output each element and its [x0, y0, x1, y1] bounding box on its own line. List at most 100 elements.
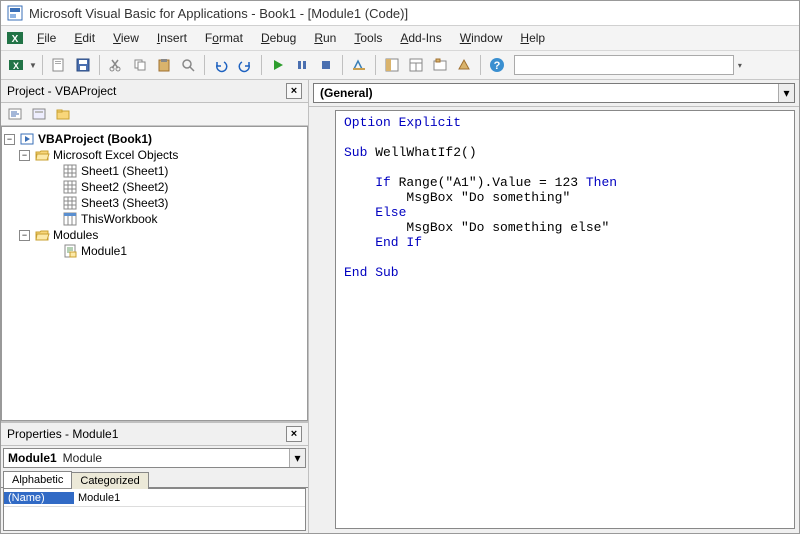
expand-toggle-icon[interactable]: −: [19, 150, 30, 161]
find-button[interactable]: [177, 54, 199, 76]
module-icon: [63, 244, 78, 258]
menu-bar: X File Edit View Insert Format Debug Run…: [1, 26, 799, 51]
properties-object-selector[interactable]: Module1 Module ▾: [3, 448, 306, 468]
properties-object-type: Module: [61, 451, 102, 465]
workbook-icon: [63, 212, 78, 226]
properties-object-name: Module1: [4, 451, 61, 465]
paste-button[interactable]: [153, 54, 175, 76]
project-tree[interactable]: − VBAProject (Book1) − Microsoft Excel O…: [1, 126, 308, 421]
break-button[interactable]: [291, 54, 313, 76]
menu-window[interactable]: Window: [452, 28, 511, 48]
properties-tabs: Alphabetic Categorized: [1, 470, 308, 488]
menu-help[interactable]: Help: [512, 28, 553, 48]
insert-module-button[interactable]: [48, 54, 70, 76]
window-titlebar: Microsoft Visual Basic for Applications …: [1, 1, 799, 26]
toolbar-separator: [204, 55, 205, 75]
standard-toolbar: X ▼ ? ▾: [1, 51, 799, 80]
toolbar-separator: [99, 55, 100, 75]
project-icon: [20, 132, 35, 146]
worksheet-icon: [63, 180, 78, 194]
menu-run[interactable]: Run: [306, 28, 344, 48]
menu-tools[interactable]: Tools: [346, 28, 390, 48]
toolbar-separator: [480, 55, 481, 75]
redo-button[interactable]: [234, 54, 256, 76]
project-pane-toolbar: [1, 103, 308, 126]
property-row-name[interactable]: (Name) Module1: [4, 489, 305, 507]
menu-addins[interactable]: Add-Ins: [392, 28, 449, 48]
vba-app-icon: [7, 5, 23, 21]
code-combo-row: (General) ▾: [309, 80, 799, 107]
help-search-input[interactable]: [514, 55, 734, 75]
toolbar-separator: [375, 55, 376, 75]
properties-pane: Properties - Module1 × Module1 Module ▾ …: [1, 421, 308, 533]
copy-button[interactable]: [129, 54, 151, 76]
code-text[interactable]: Option Explicit Sub WellWhatIf2() If Ran…: [336, 111, 794, 284]
code-editor[interactable]: Option Explicit Sub WellWhatIf2() If Ran…: [335, 110, 795, 529]
tree-sheet3[interactable]: Sheet3 (Sheet3): [4, 195, 305, 211]
window-title: Microsoft Visual Basic for Applications …: [29, 6, 408, 21]
tab-alphabetic[interactable]: Alphabetic: [3, 471, 72, 488]
expand-toggle-icon[interactable]: −: [19, 230, 30, 241]
design-mode-button[interactable]: [348, 54, 370, 76]
expand-toggle-icon[interactable]: −: [4, 134, 15, 145]
properties-pane-title: Properties - Module1: [7, 427, 118, 441]
tree-thisworkbook-label: ThisWorkbook: [81, 212, 157, 226]
view-object-button[interactable]: [29, 105, 49, 123]
tree-sheet2-label: Sheet2 (Sheet2): [81, 180, 168, 194]
dropdown-icon[interactable]: ▾: [289, 449, 305, 467]
toggle-folders-button[interactable]: [53, 105, 73, 123]
save-button[interactable]: [72, 54, 94, 76]
help-button[interactable]: ?: [486, 54, 508, 76]
reset-button[interactable]: [315, 54, 337, 76]
properties-pane-header: Properties - Module1 ×: [1, 423, 308, 446]
folder-open-icon: [35, 148, 50, 162]
project-pane-close-button[interactable]: ×: [286, 83, 302, 99]
properties-pane-close-button[interactable]: ×: [286, 426, 302, 442]
tab-categorized[interactable]: Categorized: [71, 472, 148, 489]
menu-edit[interactable]: Edit: [66, 28, 103, 48]
tree-modules[interactable]: − Modules: [4, 227, 305, 243]
toolbox-button[interactable]: [453, 54, 475, 76]
menu-view[interactable]: View: [105, 28, 147, 48]
worksheet-icon: [63, 196, 78, 210]
help-dropdown-icon[interactable]: ▾: [738, 61, 742, 70]
main-area: Project - VBAProject × − VBAProject (Boo…: [1, 80, 799, 533]
svg-text:?: ?: [494, 60, 501, 72]
undo-button[interactable]: [210, 54, 232, 76]
menu-format[interactable]: Format: [197, 28, 251, 48]
folder-open-icon: [35, 228, 50, 242]
toolbar-separator: [342, 55, 343, 75]
tree-sheet2[interactable]: Sheet2 (Sheet2): [4, 179, 305, 195]
dropdown-icon[interactable]: ▾: [778, 84, 794, 102]
properties-grid[interactable]: (Name) Module1: [3, 488, 306, 531]
tree-sheet1[interactable]: Sheet1 (Sheet1): [4, 163, 305, 179]
cut-button[interactable]: [105, 54, 127, 76]
property-value[interactable]: Module1: [74, 492, 124, 504]
tree-excel-objects-label: Microsoft Excel Objects: [53, 148, 178, 162]
tree-root[interactable]: − VBAProject (Book1): [4, 131, 305, 147]
view-code-button[interactable]: [5, 105, 25, 123]
project-explorer-button[interactable]: [381, 54, 403, 76]
property-key: (Name): [4, 492, 74, 504]
object-combo[interactable]: (General) ▾: [313, 83, 795, 103]
toolbar-separator: [261, 55, 262, 75]
run-button[interactable]: [267, 54, 289, 76]
tree-module1[interactable]: Module1: [4, 243, 305, 259]
menu-file[interactable]: File: [29, 28, 64, 48]
tree-module1-label: Module1: [81, 244, 127, 258]
svg-text:X: X: [12, 34, 19, 45]
tree-excel-objects[interactable]: − Microsoft Excel Objects: [4, 147, 305, 163]
project-pane-title: Project - VBAProject: [7, 84, 116, 98]
tree-root-label: VBAProject (Book1): [38, 132, 152, 146]
excel-app-icon[interactable]: X: [5, 28, 25, 48]
tree-thisworkbook[interactable]: ThisWorkbook: [4, 211, 305, 227]
object-combo-text: (General): [314, 86, 379, 100]
svg-text:X: X: [13, 61, 19, 71]
menu-insert[interactable]: Insert: [149, 28, 195, 48]
project-pane-header: Project - VBAProject ×: [1, 80, 308, 103]
object-browser-button[interactable]: [429, 54, 451, 76]
tree-sheet1-label: Sheet1 (Sheet1): [81, 164, 168, 178]
view-excel-button[interactable]: X: [5, 54, 27, 76]
menu-debug[interactable]: Debug: [253, 28, 304, 48]
properties-window-button[interactable]: [405, 54, 427, 76]
